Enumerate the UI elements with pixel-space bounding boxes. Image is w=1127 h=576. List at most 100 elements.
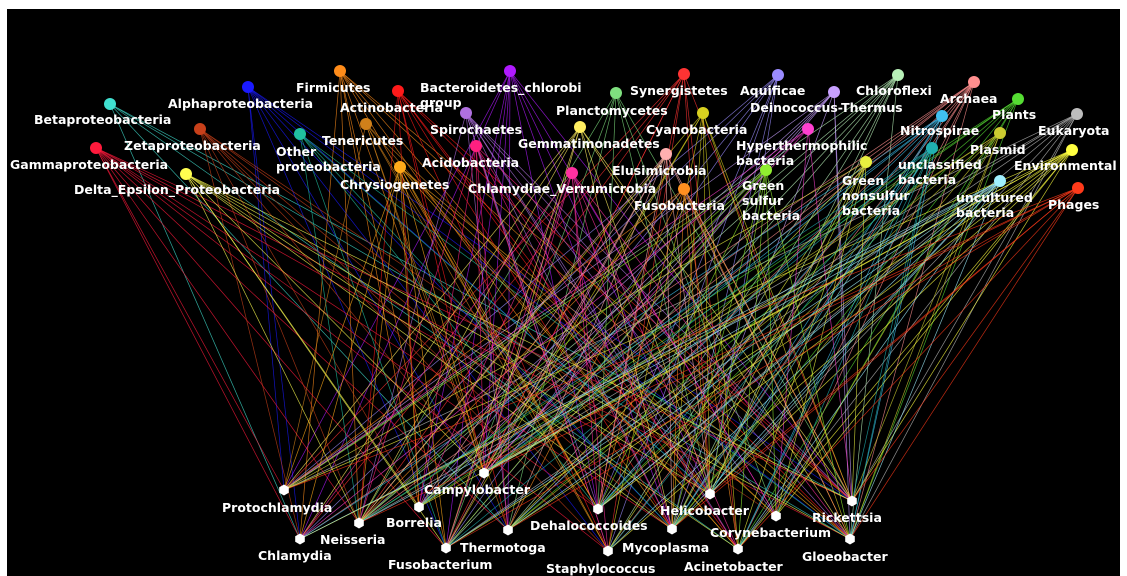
node-layer <box>90 65 1084 557</box>
node-gloeobacter[interactable] <box>845 533 855 545</box>
node-borrelia[interactable] <box>414 501 424 513</box>
edge-green-nonsulfur-bacteria-acinetobacter <box>737 161 867 550</box>
label-unclassified-bacteria-line-1: unclassified <box>898 157 982 172</box>
label-green-sulfur-bacteria-line-1: Green <box>742 178 784 193</box>
edge-acidobacteria-borrelia <box>418 145 477 508</box>
label-other-proteobacteria-line-2: proteobacteria <box>276 159 381 174</box>
node-archaea[interactable] <box>968 76 980 88</box>
label-betaproteobacteria: Betaproteobacteria <box>34 112 171 127</box>
node-cyanobacteria[interactable] <box>697 107 709 119</box>
node-alphaproteobacteria[interactable] <box>242 81 254 93</box>
edge-zetaproteobacteria-staphylococcus <box>199 128 609 552</box>
edge-green-sulfur-bacteria-gloeobacter <box>765 169 851 540</box>
label-plants: Plants <box>992 107 1036 122</box>
node-unclassified-bacteria[interactable] <box>926 142 938 154</box>
edge-chlamydiae-verrumicrobia-gloeobacter <box>571 172 851 540</box>
node-nitrospirae[interactable] <box>936 110 948 122</box>
edge-synergistetes-neisseria <box>358 73 685 524</box>
edge-chrysiogenetes-borrelia <box>399 166 420 508</box>
node-fusobacteria[interactable] <box>678 183 690 195</box>
label-elusimicrobia: Elusimicrobia <box>612 163 707 178</box>
edge-phages-gloeobacter <box>849 187 1079 540</box>
node-mycoplasma[interactable] <box>667 523 677 535</box>
node-other-proteobacteria[interactable] <box>294 128 306 140</box>
edge-plants-mycoplasma <box>671 98 1019 530</box>
edge-deinococcus-thermus-borrelia <box>418 91 835 508</box>
node-aquificae[interactable] <box>772 69 784 81</box>
edge-firmicutes-helicobacter <box>339 70 711 495</box>
node-dehalococcoides[interactable] <box>593 503 603 515</box>
node-phages[interactable] <box>1072 182 1084 194</box>
node-synergistetes[interactable] <box>678 68 690 80</box>
node-hyperthermophilic-bacteria[interactable] <box>802 123 814 135</box>
node-zetaproteobacteria[interactable] <box>194 123 206 135</box>
node-gammaproteobacteria[interactable] <box>90 142 102 154</box>
node-green-sulfur-bacteria[interactable] <box>760 164 772 176</box>
edge-alphaproteobacteria-fusobacterium <box>247 86 447 549</box>
edge-zetaproteobacteria-chlamydia <box>199 128 301 540</box>
node-environmental[interactable] <box>1066 144 1078 156</box>
node-uncultured-bacteria[interactable] <box>994 175 1006 187</box>
edge-alphaproteobacteria-rickettsia <box>247 86 853 502</box>
node-delta-epsilon-proteobacteria[interactable] <box>180 168 192 180</box>
edge-zetaproteobacteria-borrelia <box>199 128 420 508</box>
label-gammaproteobacteria: Gammaproteobacteria <box>10 157 168 172</box>
node-planctomycetes[interactable] <box>610 87 622 99</box>
node-betaproteobacteria[interactable] <box>104 98 116 110</box>
edge-hyperthermophilic-bacteria-protochlamydia <box>283 128 809 491</box>
edge-eukaryota-protochlamydia <box>283 113 1078 491</box>
edge-elusimicrobia-thermotoga <box>507 153 667 531</box>
node-thermotoga[interactable] <box>503 524 513 536</box>
edge-firmicutes-gloeobacter <box>339 70 851 540</box>
edge-phages-rickettsia <box>851 187 1079 502</box>
node-spirochaetes[interactable] <box>460 107 472 119</box>
edge-deinococcus-thermus-protochlamydia <box>283 91 835 491</box>
node-chloroflexi[interactable] <box>892 69 904 81</box>
node-fusobacterium[interactable] <box>441 542 451 554</box>
node-plants[interactable] <box>1012 93 1024 105</box>
node-acinetobacter[interactable] <box>733 543 743 555</box>
edge-archaea-neisseria <box>358 81 975 524</box>
node-rickettsia[interactable] <box>847 495 857 507</box>
node-green-nonsulfur-bacteria[interactable] <box>860 156 872 168</box>
edge-chrysiogenetes-chlamydia <box>299 166 401 540</box>
node-deinococcus-thermus[interactable] <box>828 86 840 98</box>
node-actinobacteria[interactable] <box>392 85 404 97</box>
node-firmicutes[interactable] <box>334 65 346 77</box>
node-plasmid[interactable] <box>994 127 1006 139</box>
node-gemmatimonadetes[interactable] <box>574 121 586 133</box>
label-unclassified-bacteria-line-2: bacteria <box>898 172 956 187</box>
edge-phages-mycoplasma <box>671 187 1079 530</box>
node-corynebacterium[interactable] <box>771 510 781 522</box>
edge-environmental-mycoplasma <box>671 149 1073 530</box>
node-eukaryota[interactable] <box>1071 108 1083 120</box>
node-protochlamydia[interactable] <box>279 484 289 496</box>
edge-unclassified-bacteria-helicobacter <box>709 147 933 495</box>
edge-unclassified-bacteria-fusobacterium <box>445 147 933 549</box>
edge-green-sulfur-bacteria-fusobacterium <box>445 169 767 549</box>
edge-actinobacteria-staphylococcus <box>397 90 609 552</box>
node-chrysiogenetes[interactable] <box>394 161 406 173</box>
edge-green-sulfur-bacteria-protochlamydia <box>283 169 767 491</box>
node-campylobacter[interactable] <box>479 467 489 479</box>
node-bacteroidetes-chlorobi[interactable] <box>504 65 516 77</box>
edge-firmicutes-chlamydia <box>299 70 341 540</box>
node-neisseria[interactable] <box>354 517 364 529</box>
node-staphylococcus[interactable] <box>603 545 613 557</box>
edge-acidobacteria-thermotoga <box>475 145 509 531</box>
node-chlamydiae-verrumicrobia[interactable] <box>566 167 578 179</box>
edge-elusimicrobia-fusobacterium <box>445 153 667 549</box>
edge-betaproteobacteria-chlamydia <box>109 103 301 540</box>
label-protochlamydia: Protochlamydia <box>222 500 332 515</box>
node-tenericutes[interactable] <box>360 118 372 130</box>
edge-uncultured-bacteria-thermotoga <box>507 180 1001 531</box>
node-helicobacter[interactable] <box>705 488 715 500</box>
node-chlamydia[interactable] <box>295 533 305 545</box>
node-elusimicrobia[interactable] <box>660 148 672 160</box>
node-acidobacteria[interactable] <box>470 140 482 152</box>
edge-green-sulfur-bacteria-borrelia <box>418 169 767 508</box>
edge-nitrospirae-mycoplasma <box>671 115 943 530</box>
edge-bacteroidetes-chlorobi-protochlamydia <box>283 70 511 491</box>
label-bacteroidetes-chlorobi-line-2: group <box>420 95 462 110</box>
edge-green-nonsulfur-bacteria-thermotoga <box>507 161 867 531</box>
